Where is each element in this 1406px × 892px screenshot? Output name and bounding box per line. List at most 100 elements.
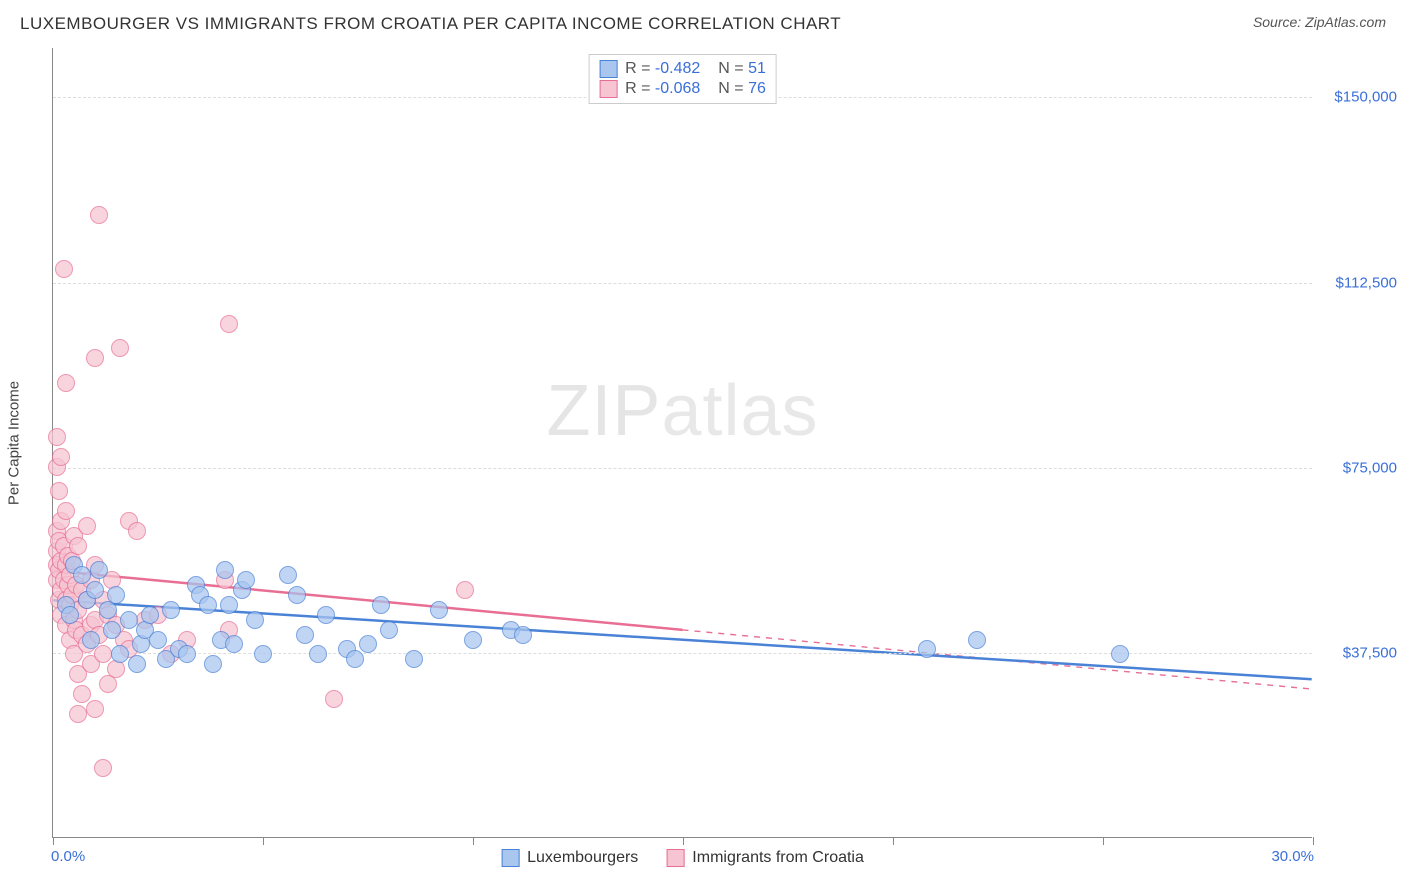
scatter-point-pink [50,561,68,579]
watermark-bold: ZIP [546,371,661,451]
x-tick [473,837,474,845]
x-tick [683,837,684,845]
legend-item-luxembourgers: Luxembourgers [501,849,638,867]
legend-row-pink: R = -0.068 N = 76 [599,79,766,99]
scatter-point-pink [67,621,85,639]
scatter-point-pink [55,260,73,278]
scatter-point-blue [187,576,205,594]
scatter-point-pink [99,606,117,624]
scatter-point-pink [90,626,108,644]
scatter-point-blue [128,655,146,673]
scatter-point-blue [78,591,96,609]
scatter-point-blue [204,655,222,673]
scatter-point-pink [136,611,154,629]
scatter-point-pink [86,611,104,629]
scatter-point-pink [63,586,81,604]
chart-area: Per Capita Income ZIPatlas R = -0.482 N … [52,48,1390,838]
scatter-point-pink [69,705,87,723]
scatter-point-pink [103,571,121,589]
scatter-point-pink [48,522,66,540]
scatter-point-blue [149,631,167,649]
legend-item-croatia: Immigrants from Croatia [666,849,864,867]
scatter-point-blue [199,596,217,614]
scatter-point-pink [65,611,83,629]
scatter-point-blue [254,645,272,663]
series-legend: Luxembourgers Immigrants from Croatia [501,849,864,867]
scatter-point-blue [317,606,335,624]
scatter-point-blue [216,561,234,579]
scatter-point-blue [309,645,327,663]
scatter-point-blue [514,626,532,644]
scatter-point-blue [502,621,520,639]
scatter-point-pink [61,596,79,614]
legend-row-blue: R = -0.482 N = 51 [599,59,766,79]
scatter-point-blue [359,635,377,653]
scatter-point-pink [94,759,112,777]
scatter-point-pink [120,512,138,530]
legend-swatch-pink [666,849,684,867]
scatter-point-blue [225,635,243,653]
scatter-point-pink [86,556,104,574]
scatter-point-pink [107,660,125,678]
scatter-point-blue [90,561,108,579]
scatter-point-blue [136,621,154,639]
scatter-point-pink [120,640,138,658]
x-axis-min-label: 0.0% [51,848,85,865]
scatter-point-pink [57,591,75,609]
legend-swatch-pink [599,80,617,98]
scatter-point-blue [141,606,159,624]
scatter-point-pink [128,522,146,540]
scatter-point-pink [111,339,129,357]
scatter-point-blue [237,571,255,589]
scatter-point-blue [296,626,314,644]
scatter-point-pink [50,591,68,609]
scatter-point-pink [86,349,104,367]
scatter-point-pink [59,547,77,565]
scatter-point-blue [372,596,390,614]
legend-n-pink: N = 76 [718,80,766,98]
scatter-point-pink [82,571,100,589]
scatter-point-blue [65,556,83,574]
scatter-point-blue [380,621,398,639]
scatter-point-pink [67,576,85,594]
scatter-point-pink [61,631,79,649]
correlation-legend: R = -0.482 N = 51 R = -0.068 N = 76 [588,54,777,104]
scatter-point-pink [48,428,66,446]
y-axis-title: Per Capita Income [6,381,23,505]
watermark-thin: atlas [661,371,818,451]
legend-n-blue: N = 51 [718,60,766,78]
scatter-point-pink [73,581,91,599]
grid-line [53,653,1312,654]
scatter-point-blue [61,606,79,624]
scatter-point-pink [61,566,79,584]
scatter-point-blue [103,621,121,639]
x-tick [1103,837,1104,845]
scatter-point-blue [86,581,104,599]
scatter-point-pink [325,690,343,708]
scatter-point-pink [52,448,70,466]
scatter-point-blue [120,611,138,629]
scatter-point-pink [63,552,81,570]
scatter-point-pink [48,556,66,574]
trend-lines [53,48,1312,837]
scatter-point-pink [115,631,133,649]
x-tick [263,837,264,845]
source-label: Source: ZipAtlas.com [1253,14,1386,30]
scatter-point-pink [65,527,83,545]
scatter-point-pink [78,517,96,535]
scatter-point-blue [968,631,986,649]
scatter-point-pink [99,675,117,693]
scatter-point-pink [52,512,70,530]
y-tick-label: $75,000 [1317,459,1397,476]
scatter-point-pink [107,616,125,634]
scatter-point-pink [65,645,83,663]
scatter-point-pink [82,616,100,634]
scatter-point-pink [82,655,100,673]
scatter-point-blue [73,566,91,584]
scatter-point-blue [288,586,306,604]
scatter-point-blue [132,635,150,653]
scatter-point-blue [246,611,264,629]
legend-swatch-blue [599,60,617,78]
scatter-point-pink [86,700,104,718]
scatter-point-pink [220,315,238,333]
